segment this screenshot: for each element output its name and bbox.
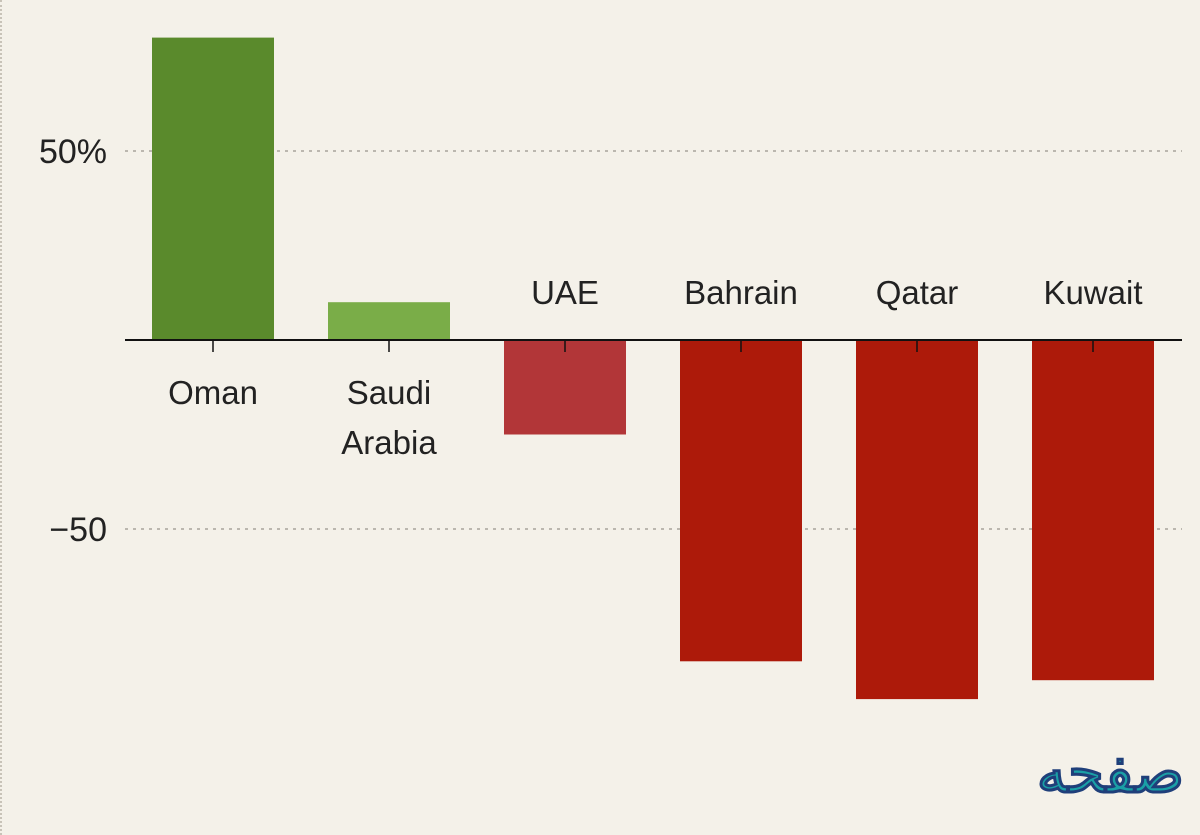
category-label: Saudi Arabia [341, 374, 437, 461]
bar-kuwait [1032, 340, 1154, 681]
y-tick-label: −50 [49, 511, 107, 549]
category-label-line: Oman [168, 374, 258, 411]
category-label: Kuwait [1043, 274, 1142, 311]
axes [125, 339, 1182, 352]
watermark-logo: صفحه اقتصاد [1014, 737, 1185, 806]
labels: 50% −50 Oman Saudi Arabia UAE Bahrain Qatar Kuwa… [39, 133, 1143, 549]
category-label: Qatar [876, 274, 959, 311]
category-label-line: Arabia [341, 424, 437, 461]
category-label: Oman [168, 374, 258, 411]
bar-oman [152, 37, 274, 340]
category-label-line: Saudi [347, 374, 431, 411]
watermark-text: صفحه اقتصاد [1014, 738, 1184, 806]
category-label-line: UAE [531, 274, 599, 311]
bar-uae [504, 340, 626, 435]
gridlines [125, 150, 1182, 530]
y-tick-label: 50% [39, 133, 107, 171]
category-label: UAE [531, 274, 599, 311]
category-label-line: Kuwait [1043, 274, 1142, 311]
category-label: Bahrain [684, 274, 798, 311]
category-label-line: Bahrain [684, 274, 798, 311]
category-label-line: Qatar [876, 274, 959, 311]
bar-bahrain [680, 340, 802, 662]
bar-saudi-arabia [328, 302, 450, 340]
bars [152, 37, 1154, 700]
bar-qatar [856, 340, 978, 700]
